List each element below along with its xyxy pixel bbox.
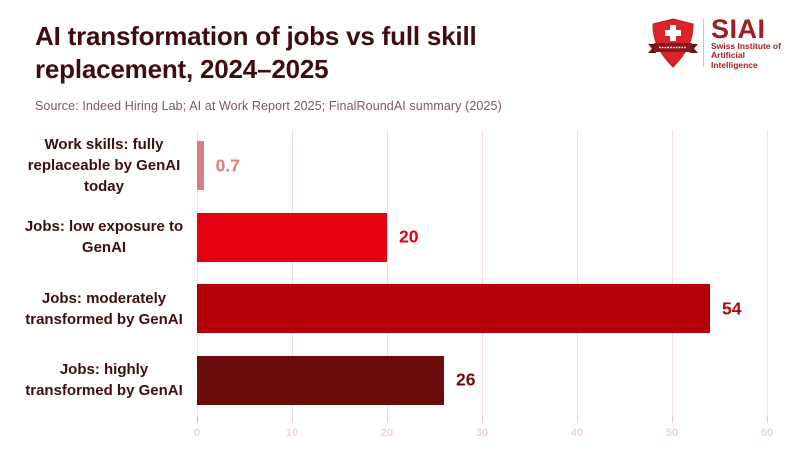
logo-subtitle-line-1: Swiss Institute of bbox=[711, 40, 781, 51]
tick-mark-x-50 bbox=[672, 416, 673, 423]
bar-0 bbox=[197, 141, 204, 190]
gridline-x-0 bbox=[197, 130, 198, 416]
tick-label-x-40: 40 bbox=[570, 427, 584, 439]
category-label-0: Work skills: fully replaceable by GenAI … bbox=[27, 136, 181, 196]
tick-mark-x-20 bbox=[387, 416, 388, 423]
logo-wordmark: SIAI Swiss Institute of Artificial Intel… bbox=[711, 13, 794, 71]
gridline-x-10 bbox=[292, 130, 293, 416]
value-label-2: 54 bbox=[722, 298, 742, 318]
tick-label-x-0: 0 bbox=[193, 427, 201, 439]
bar-1 bbox=[197, 212, 387, 262]
tick-label-x-30: 30 bbox=[475, 427, 489, 439]
tick-label-x-50: 50 bbox=[665, 427, 679, 439]
page-title-line-2: replacement, 2024–2025 bbox=[35, 54, 329, 84]
tick-mark-x-60 bbox=[767, 416, 768, 423]
category-label-2: Jobs: moderately transformed by GenAI bbox=[25, 289, 183, 328]
category-label-3: Jobs: highly transformed by GenAI bbox=[25, 361, 183, 400]
tick-mark-x-10 bbox=[292, 416, 293, 423]
tick-label-x-60: 60 bbox=[760, 427, 774, 439]
plot-area: 0 10 20 30 40 50 60 0.7 20 54 26 bbox=[194, 130, 783, 439]
tick-mark-x-30 bbox=[482, 416, 483, 423]
value-label-3: 26 bbox=[456, 369, 476, 390]
gridline-x-50 bbox=[672, 130, 673, 416]
logo-divider bbox=[703, 19, 704, 67]
category-label-1: Jobs: low exposure to GenAI bbox=[24, 218, 184, 257]
page-title-line-1: AI transformation of jobs vs full skill bbox=[35, 21, 477, 51]
logo-acronym: SIAI bbox=[711, 13, 766, 44]
page-title: AI transformation of jobs vs full skill … bbox=[35, 20, 635, 86]
gridline-x-60 bbox=[767, 130, 768, 416]
tick-label-x-10: 10 bbox=[285, 427, 299, 439]
tick-mark-x-40 bbox=[577, 416, 578, 423]
logo-subtitle-line-2: Artificial Intelligence bbox=[711, 50, 758, 70]
gridline-x-40 bbox=[577, 130, 578, 416]
bar-2 bbox=[197, 284, 710, 333]
siai-logo: SIAI Swiss Institute of Artificial Intel… bbox=[646, 15, 794, 71]
tick-mark-x-0 bbox=[197, 416, 198, 423]
tick-label-x-20: 20 bbox=[380, 427, 394, 439]
bar-3 bbox=[197, 355, 444, 405]
gridline-x-30 bbox=[482, 130, 483, 416]
gridline-x-20 bbox=[387, 130, 388, 416]
siai-shield-icon bbox=[646, 17, 700, 69]
value-label-0: 0.7 bbox=[215, 155, 240, 175]
source-note: Source: Indeed Hiring Lab; AI at Work Re… bbox=[35, 99, 502, 113]
value-label-1: 20 bbox=[399, 226, 419, 247]
